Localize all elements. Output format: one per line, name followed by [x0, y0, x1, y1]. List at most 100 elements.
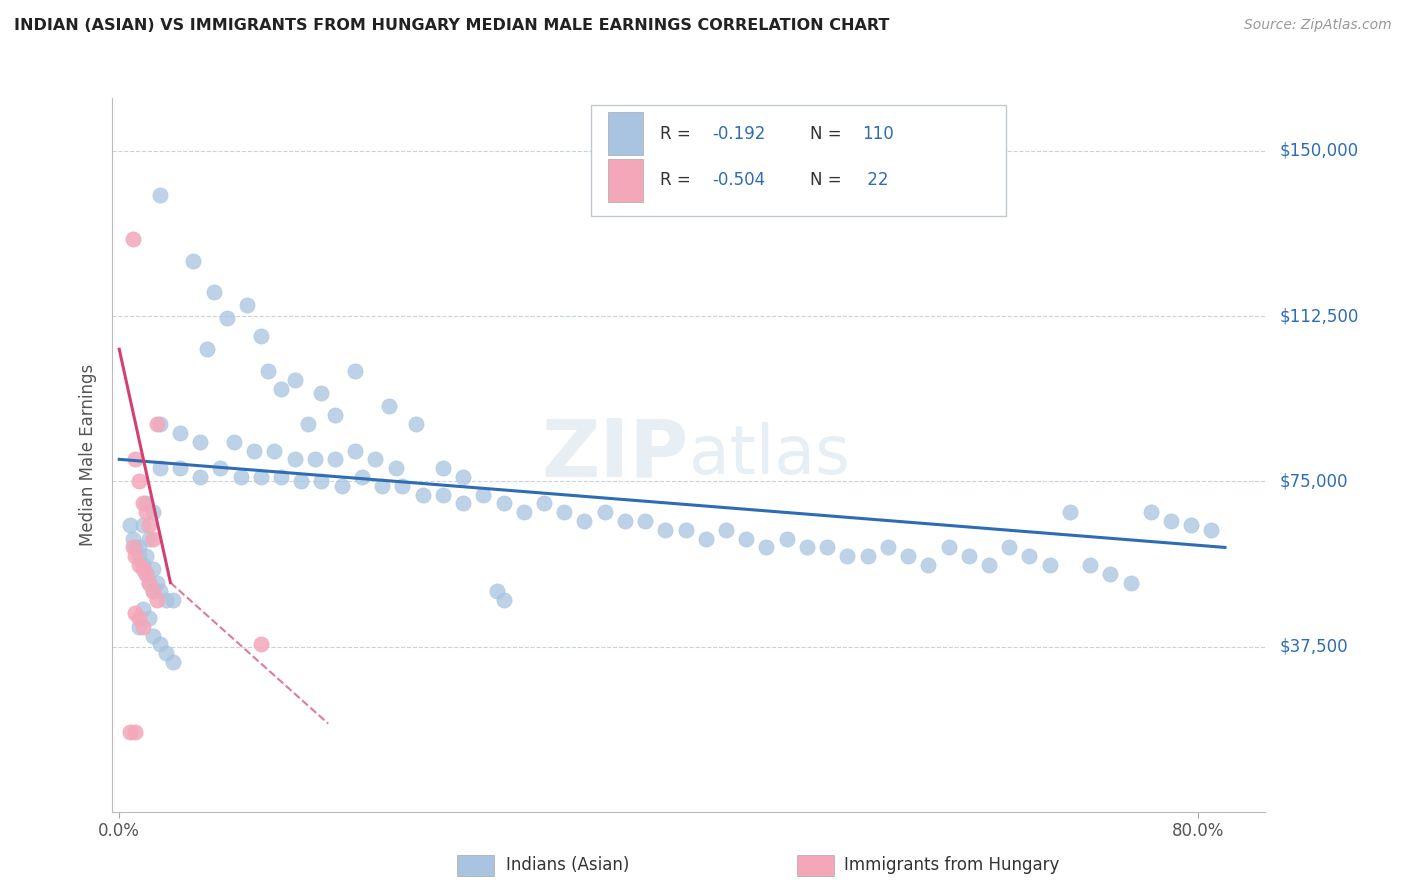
Point [121, 532, 143, 546]
Point [796, 541, 818, 555]
Point [492, 593, 515, 607]
Point [118, 518, 141, 533]
Point [297, 417, 319, 431]
Text: R =: R = [661, 125, 696, 143]
Point [553, 505, 575, 519]
Point [183, 254, 205, 268]
Point [1119, 575, 1142, 590]
Point [695, 532, 717, 546]
Text: -0.192: -0.192 [711, 125, 765, 143]
Point [492, 496, 515, 510]
Point [998, 541, 1021, 555]
Point [323, 409, 346, 423]
Point [432, 461, 454, 475]
Point [132, 620, 155, 634]
Text: N =: N = [810, 125, 846, 143]
Point [593, 505, 616, 519]
Text: Indians (Asian): Indians (Asian) [506, 856, 630, 874]
Point [613, 514, 636, 528]
Point [957, 549, 980, 564]
Point [472, 487, 495, 501]
Point [142, 562, 165, 576]
Point [714, 523, 737, 537]
Point [876, 541, 898, 555]
Text: N =: N = [810, 171, 846, 189]
Text: $75,000: $75,000 [1279, 473, 1348, 491]
Point [169, 461, 191, 475]
Point [155, 646, 177, 660]
Point [283, 452, 305, 467]
Point [432, 487, 454, 501]
Point [513, 505, 536, 519]
Point [138, 575, 160, 590]
Point [118, 725, 141, 739]
Text: R =: R = [661, 171, 696, 189]
Point [121, 232, 143, 246]
Point [1180, 518, 1202, 533]
Bar [609, 112, 643, 155]
Point [138, 532, 160, 546]
Point [256, 364, 278, 378]
Point [654, 523, 676, 537]
Point [146, 417, 169, 431]
Point [132, 562, 155, 576]
Point [1160, 514, 1182, 528]
Point [142, 584, 165, 599]
Point [856, 549, 879, 564]
Point [243, 443, 266, 458]
Text: atlas: atlas [689, 422, 849, 488]
Point [135, 496, 157, 510]
Point [1039, 558, 1062, 572]
Point [124, 725, 146, 739]
Point [917, 558, 939, 572]
Text: $37,500: $37,500 [1279, 638, 1348, 656]
Point [384, 461, 406, 475]
Point [675, 523, 697, 537]
Point [142, 532, 165, 546]
Point [128, 475, 150, 489]
Point [837, 549, 859, 564]
Point [142, 628, 165, 642]
Point [776, 532, 799, 546]
Point [217, 311, 239, 326]
Point [202, 285, 225, 299]
Point [162, 593, 184, 607]
Y-axis label: Median Male Earnings: Median Male Earnings [79, 364, 97, 546]
Point [135, 566, 157, 581]
Point [249, 637, 271, 651]
Point [938, 541, 960, 555]
Bar [609, 159, 643, 202]
FancyBboxPatch shape [591, 105, 1005, 216]
Point [149, 461, 172, 475]
Text: INDIAN (ASIAN) VS IMMIGRANTS FROM HUNGARY MEDIAN MALE EARNINGS CORRELATION CHART: INDIAN (ASIAN) VS IMMIGRANTS FROM HUNGAR… [14, 18, 890, 33]
Text: 110: 110 [862, 125, 894, 143]
Point [135, 566, 157, 581]
Point [412, 487, 434, 501]
Point [451, 470, 474, 484]
Point [371, 479, 394, 493]
Point [311, 386, 333, 401]
Point [1099, 566, 1122, 581]
Point [897, 549, 920, 564]
Point [1078, 558, 1101, 572]
Point [128, 541, 150, 555]
Text: -0.504: -0.504 [711, 171, 765, 189]
Point [330, 479, 353, 493]
Point [1139, 505, 1161, 519]
Point [283, 373, 305, 387]
Point [229, 470, 252, 484]
Point [222, 434, 245, 449]
Point [124, 549, 146, 564]
Point [149, 584, 172, 599]
Point [236, 298, 259, 312]
Point [209, 461, 232, 475]
Point [350, 470, 373, 484]
Point [124, 452, 146, 467]
Point [149, 188, 172, 202]
Point [1201, 523, 1223, 537]
Point [391, 479, 413, 493]
Text: Immigrants from Hungary: Immigrants from Hungary [844, 856, 1059, 874]
Point [304, 452, 326, 467]
Point [311, 475, 333, 489]
Point [132, 602, 155, 616]
